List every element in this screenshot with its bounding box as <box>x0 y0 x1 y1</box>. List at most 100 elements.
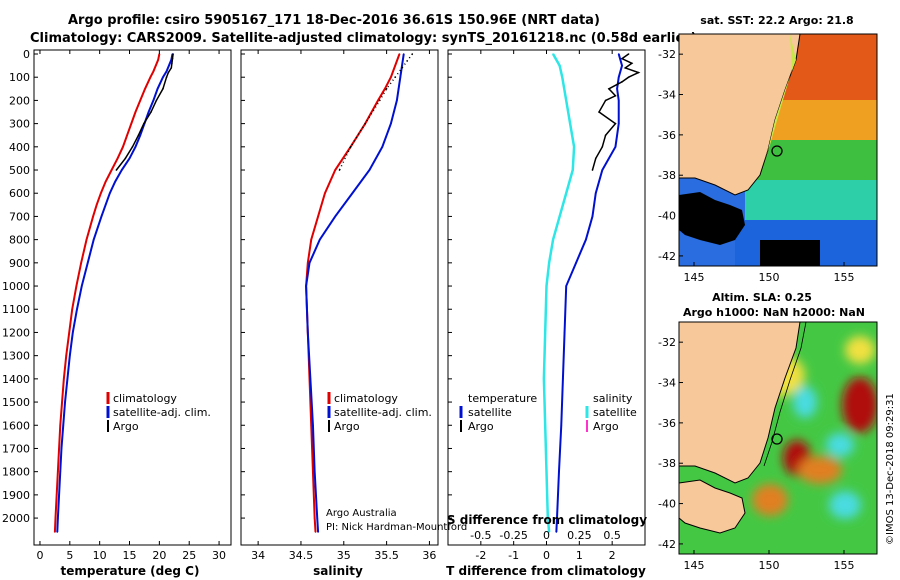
x-tick-label: 34.5 <box>289 549 314 562</box>
data-point <box>378 99 381 102</box>
lat-tick-label: -36 <box>658 129 676 142</box>
x-tick-label: 20 <box>152 549 166 562</box>
data-point <box>558 215 561 218</box>
sst-cool-water <box>745 180 877 220</box>
data-point <box>76 308 78 311</box>
data-point <box>397 88 400 90</box>
x-tick-label: 34 <box>251 549 265 562</box>
data-point <box>310 424 313 427</box>
data-point <box>171 57 174 60</box>
data-point <box>168 64 170 67</box>
data-point <box>381 146 384 148</box>
data-point <box>377 99 379 102</box>
data-point <box>60 447 63 450</box>
legend-argo-label: Argo <box>113 420 139 433</box>
depth-tick-label: 500 <box>9 164 30 177</box>
temperature-panel-frame <box>33 49 232 546</box>
lat-tick-label: -38 <box>658 457 676 470</box>
lat-tick-label: -40 <box>658 498 676 511</box>
series-line-climatology <box>305 53 401 533</box>
data-point <box>314 531 317 533</box>
sla-map-title-line2: Argo h1000: NaN h2000: NaN <box>683 306 865 319</box>
data-point <box>317 215 319 218</box>
data-point <box>601 169 604 171</box>
data-point <box>637 71 640 74</box>
data-point <box>62 424 65 427</box>
lon-tick-label: 155 <box>834 271 855 284</box>
data-point <box>556 517 558 519</box>
x-tick-label: 30 <box>212 549 226 562</box>
legend-salinity-heading: salinity <box>593 392 633 405</box>
sla-map-ticks: -32 -34 -36 -38 -40 -42 145 150 155 <box>658 336 854 572</box>
data-point <box>585 238 587 241</box>
data-point <box>396 99 398 102</box>
data-point <box>604 99 607 102</box>
sla-low-anomaly <box>826 433 854 457</box>
data-point <box>614 122 617 125</box>
data-point <box>152 99 155 102</box>
data-point <box>69 354 71 357</box>
lat-tick-label: -42 <box>658 538 676 551</box>
x-tick-label: 5 <box>66 549 73 562</box>
x2-tick-label: 0.5 <box>603 529 621 542</box>
lat-tick-label: -38 <box>658 169 676 182</box>
data-point <box>66 378 69 380</box>
data-point <box>139 99 142 102</box>
depth-tick-label: 1900 <box>2 489 30 502</box>
sla-map-title-line1: Altim. SLA: 0.25 <box>712 291 812 304</box>
data-point <box>338 169 341 171</box>
data-point <box>406 60 408 62</box>
data-point <box>390 76 392 79</box>
data-point <box>390 122 392 125</box>
data-point <box>307 331 309 334</box>
data-point <box>565 192 567 195</box>
series-line-salinity-satellite <box>542 53 576 533</box>
depth-tick-label: 100 <box>9 71 30 84</box>
lon-tick-label: 155 <box>834 559 855 572</box>
data-point <box>156 88 159 90</box>
data-point <box>63 378 65 380</box>
data-point <box>54 531 56 533</box>
sla-argo-location-marker <box>771 433 783 445</box>
data-point <box>317 531 319 533</box>
data-point <box>334 215 337 218</box>
depth-tick-label: 900 <box>9 257 30 270</box>
data-point <box>144 88 146 90</box>
data-point <box>92 238 95 241</box>
data-point <box>57 517 59 519</box>
data-point <box>162 76 164 79</box>
data-point <box>621 81 623 83</box>
legend-argo-label: Argo <box>334 420 360 433</box>
sla-high-anomaly <box>845 336 875 364</box>
legend-climatology-label: climatology <box>334 392 398 405</box>
data-point <box>558 64 561 67</box>
x-tick-label: 1 <box>576 549 583 562</box>
depth-tick-label: 400 <box>9 141 30 154</box>
data-point <box>617 53 620 55</box>
series-line-argo <box>115 53 174 171</box>
data-point <box>124 157 127 160</box>
series-line-temperature-argo <box>591 53 641 171</box>
data-point <box>594 192 597 195</box>
depth-tick-label: 1600 <box>2 419 30 432</box>
data-point <box>149 76 152 79</box>
data-point <box>614 94 617 97</box>
data-point <box>561 76 564 79</box>
data-point <box>104 180 107 183</box>
legend-satellite-label: satellite-adj. clim. <box>113 406 211 419</box>
t-diff-axis-label: T difference from climatology <box>446 564 646 578</box>
data-point <box>334 169 337 171</box>
depth-tick-label: 300 <box>9 118 30 131</box>
depth-tick-label: 800 <box>9 234 30 247</box>
data-point <box>552 238 554 241</box>
data-point <box>59 424 62 427</box>
data-point <box>114 180 116 183</box>
data-point <box>80 285 83 287</box>
data-point <box>401 67 403 69</box>
data-point <box>324 192 326 195</box>
sst-mid-water <box>755 140 877 185</box>
data-point <box>58 494 60 496</box>
lat-tick-label: -34 <box>658 89 676 102</box>
lat-tick-label: -40 <box>658 210 676 223</box>
x-tick-label: 15 <box>123 549 137 562</box>
